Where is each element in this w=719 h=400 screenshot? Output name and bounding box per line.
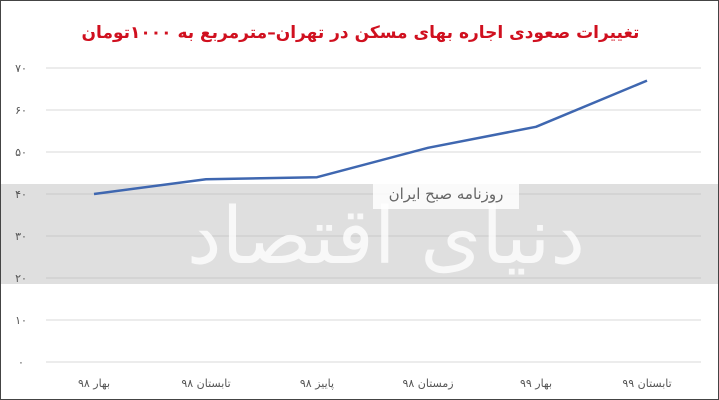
watermark-band bbox=[1, 184, 718, 284]
y-tick-label: ۱۰ bbox=[15, 314, 27, 327]
y-tick-label: ۴۰ bbox=[15, 188, 27, 201]
y-tick-label: ۷۰ bbox=[15, 62, 27, 75]
y-tick-label: ۶۰ bbox=[15, 104, 27, 117]
y-tick-label: ۳۰ bbox=[15, 230, 27, 243]
y-tick-label: ۵۰ bbox=[15, 146, 27, 159]
x-tick-label: پاییز ۹۸ bbox=[300, 377, 334, 390]
y-tick-label: ۰ bbox=[18, 356, 24, 369]
watermark-tag: روزنامه صبح ایران bbox=[389, 185, 504, 203]
x-tick-label: بهار ۹۹ bbox=[520, 377, 552, 390]
y-tick-label: ۲۰ bbox=[15, 272, 27, 285]
watermark-tag-box bbox=[373, 177, 519, 209]
data-points bbox=[93, 80, 648, 195]
x-tick-label: تابستان ۹۸ bbox=[181, 377, 230, 390]
y-tick-labels: ۰ ۱۰ ۲۰ ۳۰ ۴۰ ۵۰ ۶۰ ۷۰ bbox=[15, 62, 27, 369]
chart-title: تغییرات صعودی اجاره بهای مسکن در تهران–م… bbox=[81, 23, 640, 43]
x-tick-labels: بهار ۹۸ تابستان ۹۸ پاییز ۹۸ زمستان ۹۸ بهار ۹… bbox=[78, 377, 672, 390]
x-tick-label: تابستان ۹۹ bbox=[622, 377, 671, 390]
x-tick-label: زمستان ۹۸ bbox=[402, 377, 453, 390]
x-tick-label: بهار ۹۸ bbox=[78, 377, 110, 390]
series-line bbox=[93, 79, 648, 196]
